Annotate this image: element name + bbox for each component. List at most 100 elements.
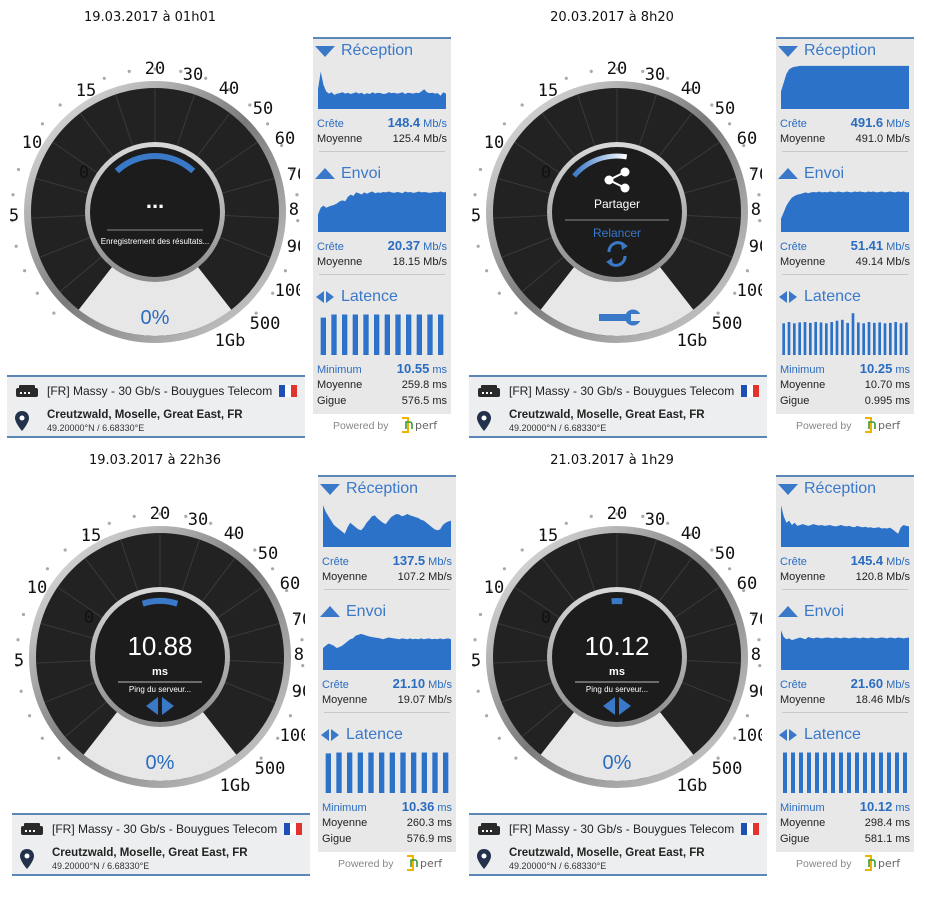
test-date-title: 19.03.2017 à 22h36 [89,453,221,468]
powered-by[interactable]: Powered by perf [776,412,914,440]
latency-arrows-icon [603,697,631,715]
latency-bar [809,322,812,355]
latency-min-value: 10.25 [859,361,893,376]
ping-unit: ms [609,666,625,678]
upload-avg-row: Moyenne 49.14 Mb/s [780,256,910,268]
latency-bar [903,752,907,793]
gauge-center [95,592,225,722]
latency-bar [819,322,823,355]
refresh-icon[interactable] [606,241,628,267]
latency-arrows-icon [778,290,798,304]
powered-by[interactable]: Powered by perf [776,850,914,878]
gauge-zero-sector [540,710,694,781]
gauge-scale-label: 15 [538,526,558,546]
gauge-scale-label: 90 [749,682,762,702]
router-icon [20,823,44,836]
divider [782,274,908,275]
divider [324,589,450,590]
latency-label: Latence [804,726,861,743]
latency-min-row: Minimum 10.25 ms [780,361,910,376]
arrow-up-icon [778,167,798,181]
router-icon [477,385,501,398]
jitter-row: Gigue 0.995 ms [780,395,910,407]
gauge-status-text: Ping du serveur... [129,685,191,694]
latency-section: Latence Minimum 10.25 ms Moyenne 10.70 ms Gigu… [776,285,914,410]
latency-bar [814,322,817,355]
gauge-scale-label: 80 [289,200,300,220]
powered-by[interactable]: Powered by perf [318,850,456,878]
divider [319,151,445,152]
download-peak-row: Crête 491.6 Mb/s [780,115,910,130]
peak-label: Crête [780,556,807,568]
share-button[interactable]: Partager [594,197,640,211]
jitter-value: 576.5 ms [401,395,447,407]
gauge-scale-label: 60 [275,129,295,149]
download-header: Réception [778,479,876,499]
arrow-down-icon [315,44,335,58]
server-bar[interactable]: [FR] Massy - 30 Gb/s - Bouygues Telecom [469,813,767,846]
server-bar[interactable]: [FR] Massy - 30 Gb/s - Bouygues Telecom [7,375,305,408]
latency-bar [325,753,331,793]
latency-bar [899,323,903,355]
latency-bar [895,752,899,793]
wrench-icon[interactable] [599,309,641,326]
gauge-scale-label: 30 [645,65,665,85]
arrow-down-icon [778,44,798,58]
jitter-label: Gigue [317,395,347,407]
upload-peak-row: Crête 51.41 Mb/s [780,238,910,253]
upload-avg-value: 49.14 Mb/s [855,256,910,268]
download-label: Réception [341,42,414,59]
server-bar[interactable]: [FR] Massy - 30 Gb/s - Bouygues Telecom [12,813,310,846]
upload-label: Envoi [804,603,845,620]
gauge-scale-label: 0 [541,608,551,628]
latency-bar [799,752,803,793]
jitter-label: Gigue [780,395,810,407]
latency-bar [825,323,828,355]
restart-button[interactable]: Relancer [593,226,641,240]
server-name: [FR] Massy - 30 Gb/s - Bouygues Telecom [509,384,735,398]
latency-bar [342,314,348,355]
gauge-progress-arc [141,598,179,607]
gauge-scale-label: 20 [150,504,170,524]
download-header: Réception [320,479,418,499]
latency-bar [871,752,875,793]
upload-header: Envoi [320,602,386,622]
gauge-scale-label: 5 [471,206,481,226]
download-avg-value: 107.2 Mb/s [397,571,452,583]
ping-value: 10.88 [127,631,192,661]
arrow-down-icon [320,482,340,496]
location-coords: 49.20000°N / 6.68330°E [47,423,145,433]
latency-bar [847,752,851,793]
upload-section: Envoi Crête 21.60 Mb/s Moyenne 18.46 Mb/s [776,600,914,725]
location-pin-icon [477,849,491,874]
jitter-label: Gigue [322,833,352,845]
arrow-up-icon [315,167,335,181]
server-bar[interactable]: [FR] Massy - 30 Gb/s - Bouygues Telecom [469,375,767,408]
unit-label: ms [895,802,910,814]
upload-avg-value: 18.15 Mb/s [392,256,447,268]
latency-bar [443,752,449,793]
gauge-scale-label: 50 [253,99,273,119]
powered-by[interactable]: Powered by perf [313,412,451,440]
gauge-scale-label: 100 [737,726,762,746]
svg-text:perf: perf [878,419,901,432]
fr-flag-icon [279,385,297,397]
gauge-scale-label: 40 [681,524,701,544]
average-label: Moyenne [780,379,826,391]
unit-label: ms [432,364,447,376]
download-label: Réception [804,480,877,497]
jitter-label: Gigue [780,833,810,845]
latency-bar [883,323,887,355]
share-icon[interactable] [604,167,630,193]
gauge-scale-label: 0 [541,163,551,183]
peak-label: Crête [780,241,807,253]
upload-avg-value: 18.46 Mb/s [855,694,910,706]
jitter-row: Gigue 576.5 ms [317,395,447,407]
latency-bar [887,752,891,793]
divider [782,151,908,152]
latency-bar [878,322,881,355]
minimum-label: Minimum [780,802,825,814]
latency-section: Latence Minimum 10.12 ms Moyenne 298.4 ms Gigu… [776,723,914,848]
